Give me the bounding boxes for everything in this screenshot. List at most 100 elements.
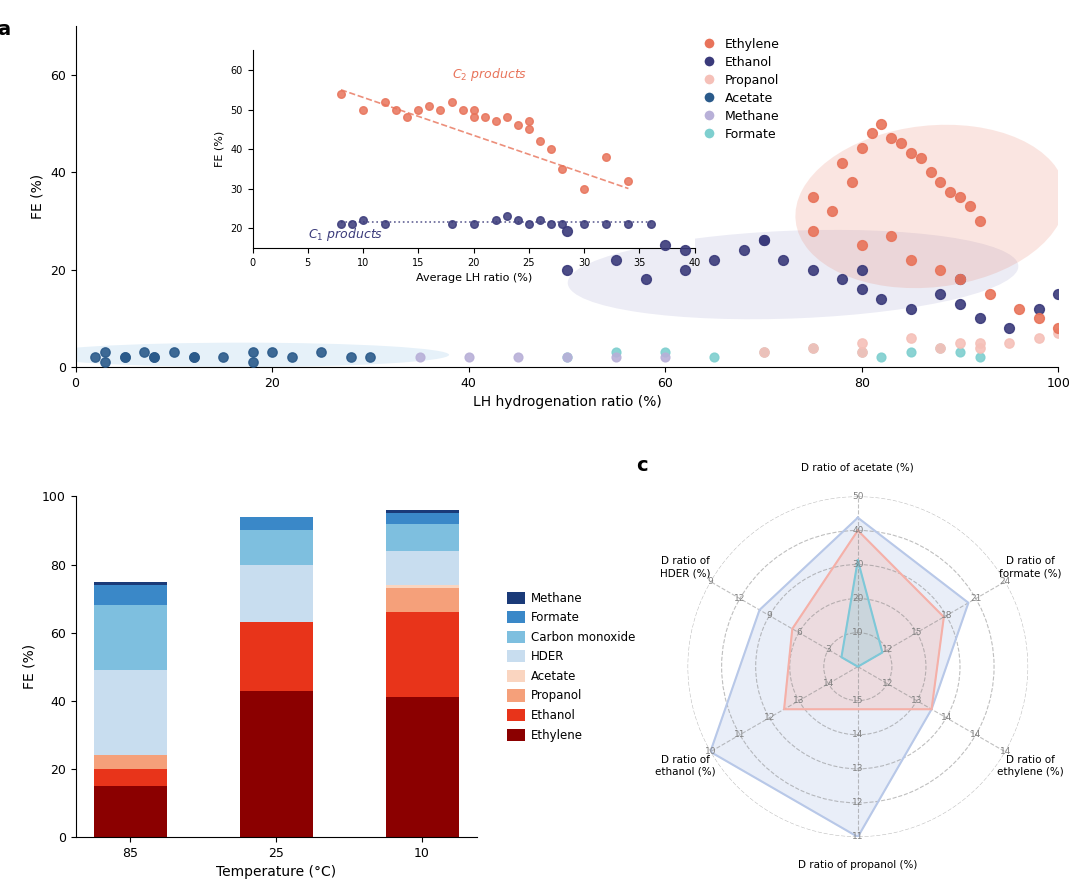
Text: 11: 11: [852, 833, 864, 841]
Point: [735, 243, 753, 257]
Point: [853, 263, 870, 277]
Text: 14: 14: [970, 730, 982, 739]
Bar: [386, 510, 459, 514]
Point: [942, 185, 959, 199]
Text: 12: 12: [764, 714, 775, 722]
X-axis label: LH hydrogenation ratio (%): LH hydrogenation ratio (%): [473, 396, 661, 410]
Point: [805, 263, 822, 277]
Bar: [386, 523, 459, 551]
Bar: [94, 786, 166, 837]
Polygon shape: [841, 560, 882, 667]
Point: [903, 253, 920, 267]
Bar: [386, 514, 459, 523]
Bar: [240, 565, 312, 622]
Point: [951, 272, 969, 286]
Point: [244, 355, 261, 369]
Point: [903, 345, 920, 359]
Text: 10: 10: [704, 747, 716, 756]
Point: [1030, 311, 1048, 325]
Point: [834, 272, 851, 286]
Point: [903, 301, 920, 315]
Point: [96, 355, 113, 369]
Point: [853, 336, 870, 350]
Bar: [240, 530, 312, 565]
X-axis label: Temperature (°C): Temperature (°C): [216, 865, 336, 879]
Point: [706, 351, 724, 365]
Text: 30: 30: [852, 560, 864, 569]
Point: [882, 228, 900, 242]
Point: [244, 345, 261, 359]
Bar: [94, 769, 166, 786]
Bar: [386, 612, 459, 698]
Point: [755, 233, 772, 248]
Bar: [240, 622, 312, 691]
Point: [951, 189, 969, 204]
Point: [951, 272, 969, 286]
Point: [146, 351, 163, 365]
Point: [971, 340, 988, 354]
Point: [342, 351, 360, 365]
Text: a: a: [0, 19, 10, 39]
Point: [932, 287, 949, 301]
Text: c: c: [636, 455, 648, 475]
Point: [971, 336, 988, 350]
Point: [283, 351, 300, 365]
Point: [961, 199, 978, 213]
Point: [903, 146, 920, 160]
Point: [805, 189, 822, 204]
Point: [676, 263, 693, 277]
Point: [215, 351, 232, 365]
Point: [558, 351, 576, 365]
Ellipse shape: [795, 125, 1066, 288]
Point: [1050, 326, 1067, 340]
Point: [362, 351, 379, 365]
Text: 15: 15: [912, 628, 922, 637]
Point: [1001, 321, 1018, 335]
Point: [1050, 287, 1067, 301]
Point: [892, 137, 909, 151]
Bar: [94, 670, 166, 755]
Point: [460, 351, 477, 365]
Legend: Ethylene, Ethanol, Propanol, Acetate, Methane, Formate: Ethylene, Ethanol, Propanol, Acetate, Me…: [691, 33, 785, 145]
Point: [971, 214, 988, 228]
Point: [932, 175, 949, 189]
Point: [971, 351, 988, 365]
Point: [805, 340, 822, 354]
Point: [755, 233, 772, 248]
Ellipse shape: [37, 343, 449, 367]
Point: [834, 156, 851, 170]
Point: [755, 345, 772, 359]
Text: 3: 3: [825, 645, 832, 655]
Text: 40: 40: [852, 526, 864, 535]
Point: [853, 282, 870, 296]
Point: [657, 238, 674, 252]
Bar: [240, 517, 312, 530]
Text: 15: 15: [852, 696, 864, 705]
Point: [873, 292, 890, 306]
Point: [1050, 321, 1067, 335]
Bar: [94, 581, 166, 585]
Point: [853, 238, 870, 252]
Point: [657, 351, 674, 365]
Bar: [240, 691, 312, 837]
Point: [313, 345, 330, 359]
Point: [1030, 330, 1048, 344]
Point: [657, 345, 674, 359]
Point: [117, 351, 134, 365]
Point: [853, 345, 870, 359]
Point: [903, 330, 920, 344]
Text: 12: 12: [881, 679, 893, 688]
Polygon shape: [784, 530, 944, 709]
Point: [951, 297, 969, 311]
Text: 6: 6: [796, 628, 801, 637]
Text: 14: 14: [941, 714, 951, 722]
Bar: [386, 698, 459, 837]
Point: [185, 351, 202, 365]
Text: 14: 14: [852, 730, 864, 739]
Point: [755, 345, 772, 359]
Text: 12: 12: [881, 645, 893, 655]
Point: [971, 311, 988, 325]
Point: [558, 224, 576, 238]
Text: 24: 24: [1000, 577, 1011, 586]
Point: [86, 351, 104, 365]
